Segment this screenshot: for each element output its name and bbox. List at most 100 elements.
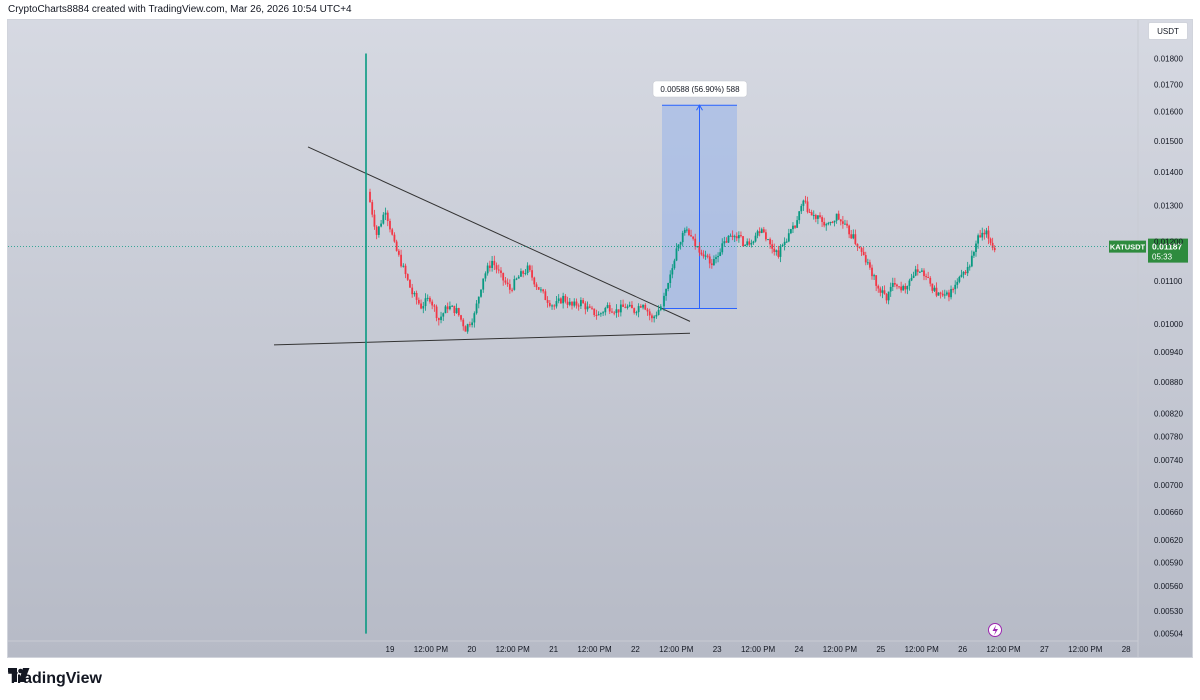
price-chart[interactable]: 0.00588 (56.90%) 588 KATUSDT 0.0118705:33… xyxy=(8,20,1193,658)
candle-body xyxy=(898,286,900,288)
candle-body xyxy=(402,265,405,267)
candle-body xyxy=(989,238,992,243)
candle-body xyxy=(653,316,656,319)
candle-body xyxy=(987,230,990,239)
candle-body xyxy=(446,306,449,310)
time-axis-tick-label: 12:00 PM xyxy=(577,645,612,654)
candle-body xyxy=(794,225,796,228)
candle-body xyxy=(584,303,587,310)
candle-body xyxy=(742,236,744,246)
candle-body xyxy=(422,306,425,309)
candle-body xyxy=(466,324,469,332)
candle-body xyxy=(950,289,952,298)
candle-body xyxy=(619,304,622,313)
candle-body xyxy=(744,245,747,247)
candle-body xyxy=(729,235,732,237)
candle-body xyxy=(698,246,701,253)
candle-body xyxy=(854,234,857,244)
candle-body xyxy=(451,305,454,307)
time-axis-tick-label: 27 xyxy=(1040,645,1049,654)
chart-background xyxy=(8,20,1192,657)
time-axis-tick-label: 28 xyxy=(1122,645,1131,654)
candle-body xyxy=(758,231,761,233)
price-axis-tick-label: 0.01700 xyxy=(1154,80,1183,89)
candle-body xyxy=(455,308,458,314)
candle-body xyxy=(588,306,591,308)
candle-body xyxy=(702,254,705,257)
symbol-badge xyxy=(1109,240,1146,253)
candle-body xyxy=(491,260,493,268)
candle-body xyxy=(637,306,640,313)
candle-body xyxy=(723,241,726,244)
candle-body xyxy=(775,250,778,252)
candle-body xyxy=(970,255,973,267)
time-axis-tick-label: 25 xyxy=(876,645,885,654)
tradingview-brand[interactable]: TradingView xyxy=(8,668,102,690)
candle-body xyxy=(622,304,624,307)
candle-body xyxy=(553,305,556,307)
candle-body xyxy=(657,309,660,315)
candle-body xyxy=(725,241,728,243)
time-axis-tick-label: 22 xyxy=(631,645,640,654)
support-trendline[interactable] xyxy=(273,332,691,346)
candle-body xyxy=(471,322,474,326)
candle-body xyxy=(844,223,846,225)
candle-body xyxy=(591,307,593,309)
candle-body xyxy=(866,262,869,264)
candle-body xyxy=(520,271,522,277)
candle-body xyxy=(555,301,558,307)
candle-body xyxy=(608,305,611,312)
candle-body xyxy=(571,301,573,306)
candle-body xyxy=(858,247,861,249)
time-axis-tick-label: 12:00 PM xyxy=(741,645,776,654)
time-axis-tick-label: 26 xyxy=(958,645,967,654)
candle-body xyxy=(369,191,371,203)
candle-body xyxy=(746,241,749,246)
candle-body xyxy=(663,295,665,307)
resistance-trendline[interactable] xyxy=(307,146,691,322)
candle-body xyxy=(486,265,489,274)
candle-body xyxy=(748,241,751,245)
candle-body xyxy=(908,280,911,286)
candle-body xyxy=(573,301,576,306)
time-axis-tick-label: 20 xyxy=(467,645,476,654)
price-axis-tick-label: 0.00940 xyxy=(1154,348,1183,357)
price-axis-tick-label: 0.00880 xyxy=(1154,378,1183,387)
candle-body xyxy=(923,270,925,277)
currency-selector[interactable]: USDT xyxy=(1148,22,1188,40)
candle-body xyxy=(925,276,927,278)
time-axis-tick-label: 12:00 PM xyxy=(659,645,694,654)
chart-area[interactable]: 0.00588 (56.90%) 588 KATUSDT 0.01187 05:33… xyxy=(7,19,1193,658)
candle-body xyxy=(480,289,482,297)
candle-body xyxy=(531,270,533,278)
candle-body xyxy=(879,288,882,293)
candle-body xyxy=(377,226,380,235)
candle-body xyxy=(400,254,402,267)
candle-body xyxy=(413,292,416,295)
candle-body xyxy=(533,277,536,285)
measure-arrow-head xyxy=(696,104,703,111)
candle-body xyxy=(975,243,977,252)
candle-body xyxy=(733,236,736,238)
price-axis-tick-label: 0.01100 xyxy=(1154,277,1183,286)
symbol-label: KATUSDT xyxy=(1110,243,1146,252)
candle-body xyxy=(958,276,961,282)
candle-body xyxy=(397,250,400,255)
candle-body xyxy=(404,265,407,275)
time-axis-tick-label: 12:00 PM xyxy=(823,645,858,654)
candle-body xyxy=(787,233,790,242)
candle-body xyxy=(812,215,815,217)
candle-body xyxy=(962,271,965,275)
candle-body xyxy=(535,284,538,288)
candle-body xyxy=(669,274,672,284)
candle-body xyxy=(457,308,460,316)
candle-body xyxy=(889,286,892,292)
measure-label: 0.00588 (56.90%) 588 xyxy=(660,85,740,94)
candle-body xyxy=(796,220,799,228)
candle-body xyxy=(700,252,703,255)
candle-body xyxy=(655,314,658,317)
candle-body xyxy=(883,290,886,294)
candle-body xyxy=(635,312,638,314)
candle-body xyxy=(804,200,807,202)
candle-body xyxy=(740,235,742,237)
